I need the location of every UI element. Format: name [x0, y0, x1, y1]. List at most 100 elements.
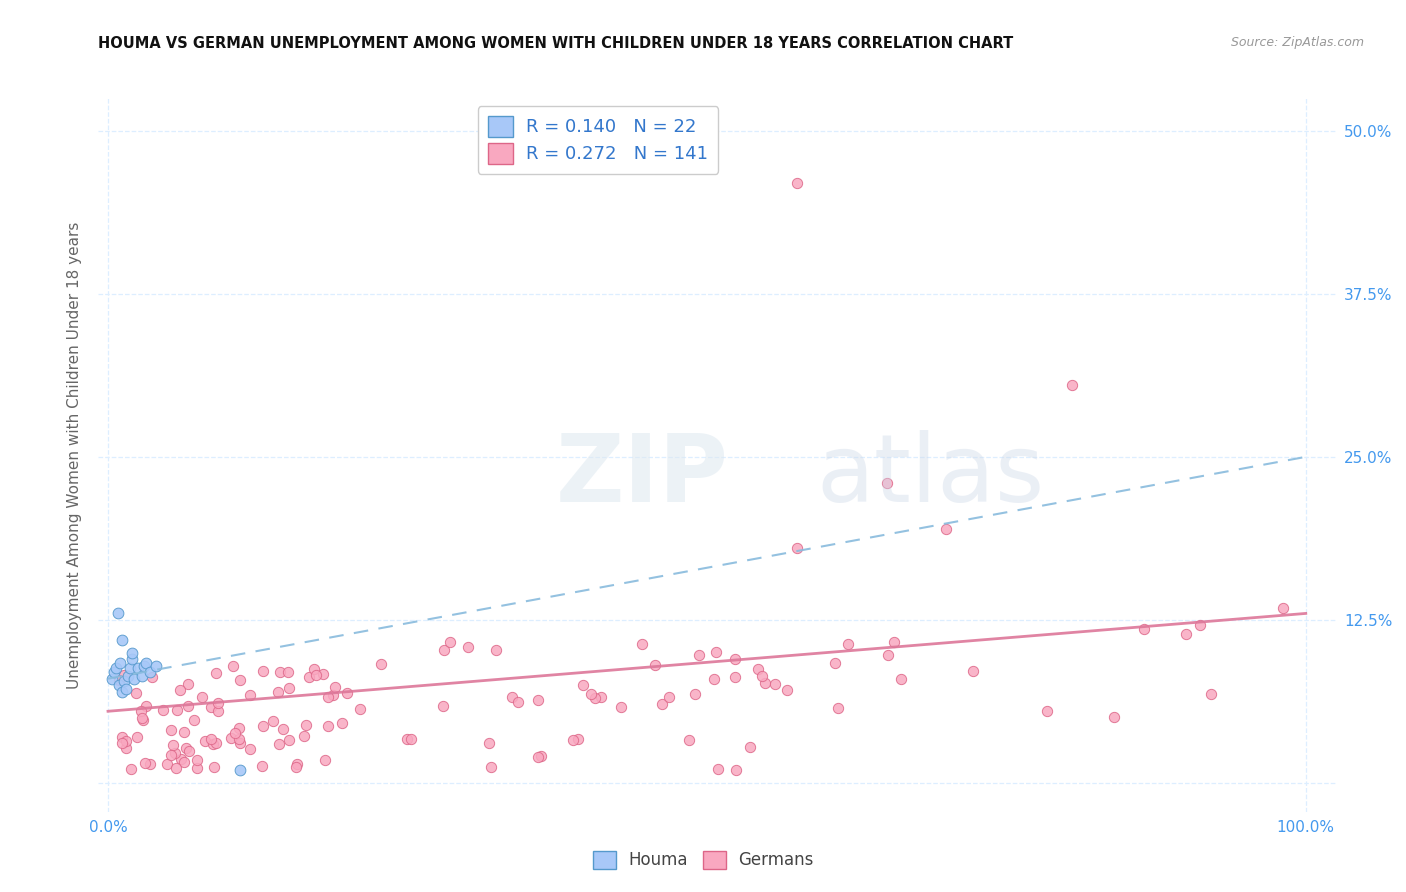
Point [479, 760, 502, 774]
Point [336, 686, 359, 700]
Point [567, 731, 589, 746]
Point [120, 762, 142, 776]
Point [108, 673, 131, 687]
Point [876, 648, 898, 663]
Point [267, 685, 290, 699]
Point [322, 688, 344, 702]
Point [224, 726, 246, 740]
Legend: Houma, Germans: Houma, Germans [586, 845, 820, 875]
Point [837, 637, 859, 651]
Point [278, 681, 301, 695]
Point [166, 703, 188, 717]
Point [173, 755, 195, 769]
Point [202, 760, 225, 774]
Point [583, 691, 606, 706]
Point [589, 690, 612, 704]
Point [111, 735, 134, 749]
Point [747, 662, 769, 676]
Point [177, 677, 200, 691]
Point [207, 704, 229, 718]
Point [526, 693, 548, 707]
Point [112, 668, 135, 682]
Point [121, 646, 143, 660]
Point [314, 753, 336, 767]
Point [200, 700, 222, 714]
Point [132, 713, 155, 727]
Point [1201, 687, 1223, 701]
Point [125, 731, 148, 745]
Point [108, 656, 131, 670]
Point [508, 695, 530, 709]
Point [107, 678, 129, 692]
Point [1188, 617, 1211, 632]
Point [703, 672, 725, 686]
Point [139, 757, 162, 772]
Point [132, 658, 155, 673]
Point [302, 662, 325, 676]
Point [631, 637, 654, 651]
Point [229, 673, 252, 687]
Point [1062, 378, 1084, 392]
Point [824, 656, 846, 670]
Point [962, 664, 984, 678]
Point [754, 676, 776, 690]
Point [169, 682, 191, 697]
Point [876, 475, 898, 490]
Point [683, 687, 706, 701]
Point [252, 719, 274, 733]
Point [285, 760, 308, 774]
Point [277, 665, 299, 679]
Point [177, 699, 200, 714]
Point [827, 701, 849, 715]
Point [134, 756, 156, 771]
Point [125, 686, 148, 700]
Text: Source: ZipAtlas.com: Source: ZipAtlas.com [1230, 36, 1364, 49]
Point [530, 749, 553, 764]
Point [194, 733, 217, 747]
Point [269, 665, 291, 679]
Point [751, 669, 773, 683]
Point [935, 522, 957, 536]
Point [294, 718, 316, 732]
Point [115, 682, 138, 697]
Point [433, 643, 456, 657]
Point [139, 665, 162, 680]
Point [105, 661, 128, 675]
Point [111, 684, 134, 698]
Point [135, 656, 157, 670]
Point [114, 734, 136, 748]
Point [439, 635, 461, 649]
Point [111, 632, 134, 647]
Legend: R = 0.140   N = 22, R = 0.272   N = 141: R = 0.140 N = 22, R = 0.272 N = 141 [478, 106, 718, 174]
Point [131, 711, 153, 725]
Point [775, 683, 797, 698]
Point [786, 541, 808, 556]
Point [262, 714, 284, 728]
Point [145, 658, 167, 673]
Point [229, 736, 252, 750]
Point [457, 640, 479, 654]
Point [127, 661, 149, 675]
Point [191, 690, 214, 704]
Point [763, 677, 786, 691]
Point [305, 668, 328, 682]
Point [186, 762, 208, 776]
Point [724, 652, 747, 666]
Point [610, 699, 633, 714]
Point [432, 699, 454, 714]
Point [252, 664, 274, 678]
Point [207, 696, 229, 710]
Point [285, 756, 308, 771]
Point [688, 648, 710, 663]
Point [173, 725, 195, 739]
Point [131, 669, 153, 683]
Point [250, 759, 273, 773]
Point [204, 736, 226, 750]
Point [658, 690, 681, 705]
Point [103, 665, 125, 680]
Point [644, 657, 666, 672]
Point [572, 678, 595, 692]
Point [1174, 627, 1197, 641]
Point [316, 690, 339, 704]
Point [704, 645, 727, 659]
